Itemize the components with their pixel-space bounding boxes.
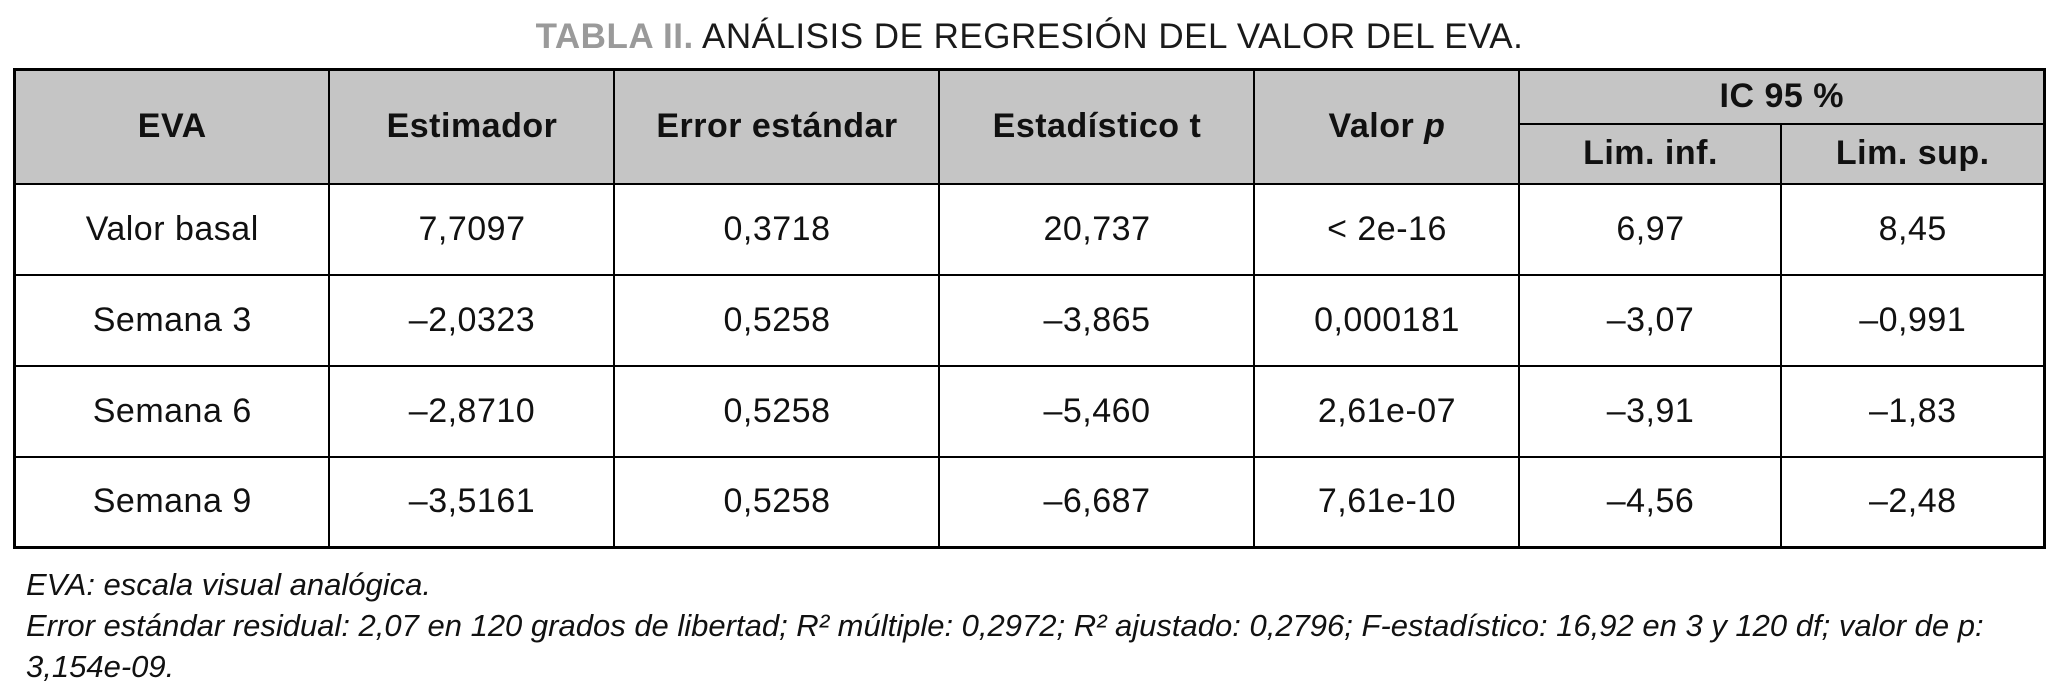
regression-table: EVA Estimador Error estándar Estadístico… xyxy=(12,68,2046,549)
estimador-cell: –2,8710 xyxy=(328,364,616,458)
col-header-eva: EVA xyxy=(13,68,331,185)
col-header-lim-inf: Lim. inf. xyxy=(1518,122,1783,185)
table-row: Semana 3 –2,0323 0,5258 –3,865 0,000181 … xyxy=(13,273,2046,367)
t-cell: –3,865 xyxy=(938,273,1256,367)
error-cell: 0,5258 xyxy=(613,364,941,458)
p-cell: < 2e-16 xyxy=(1253,182,1521,276)
valor-p-text: Valor xyxy=(1328,107,1415,146)
table-header: EVA Estimador Error estándar Estadístico… xyxy=(13,68,2046,185)
p-symbol: p xyxy=(1424,107,1446,146)
estimador-cell: 7,7097 xyxy=(328,182,616,276)
row-label-cell: Semana 3 xyxy=(13,273,331,367)
p-cell: 7,61e-10 xyxy=(1253,455,1521,549)
lim-inf-cell: –3,91 xyxy=(1518,364,1783,458)
table-row: Semana 6 –2,8710 0,5258 –5,460 2,61e-07 … xyxy=(13,364,2046,458)
table-body: Valor basal 7,7097 0,3718 20,737 < 2e-16… xyxy=(13,182,2046,549)
col-header-error-estandar: Error estándar xyxy=(613,68,941,185)
lim-sup-cell: –0,991 xyxy=(1780,273,2046,367)
error-cell: 0,5258 xyxy=(613,273,941,367)
table-title: TABLA II. ANÁLISIS DE REGRESIÓN DEL VALO… xyxy=(0,14,2059,60)
t-cell: –5,460 xyxy=(938,364,1256,458)
col-header-estimador: Estimador xyxy=(328,68,616,185)
t-cell: 20,737 xyxy=(938,182,1256,276)
table-row: Valor basal 7,7097 0,3718 20,737 < 2e-16… xyxy=(13,182,2046,276)
col-header-valor-p: Valor p xyxy=(1253,68,1521,185)
header-row-1: EVA Estimador Error estándar Estadístico… xyxy=(13,68,2046,185)
row-label-cell: Semana 6 xyxy=(13,364,331,458)
row-label-cell: Semana 9 xyxy=(13,455,331,549)
lim-inf-cell: –4,56 xyxy=(1518,455,1783,549)
footnotes: EVA: escala visual analógica. Error está… xyxy=(26,565,2036,688)
estimador-cell: –3,5161 xyxy=(328,455,616,549)
lim-sup-cell: –1,83 xyxy=(1780,364,2046,458)
col-header-ic95: IC 95 % xyxy=(1518,68,2046,125)
col-header-lim-sup: Lim. sup. xyxy=(1780,122,2046,185)
p-cell: 0,000181 xyxy=(1253,273,1521,367)
table-row: Semana 9 –3,5161 0,5258 –6,687 7,61e-10 … xyxy=(13,455,2046,549)
header-row-2: Lim. inf. Lim. sup. xyxy=(14,122,2046,185)
col-header-estadistico-t: Estadístico t xyxy=(938,68,1256,185)
table-caption: ANÁLISIS DE REGRESIÓN DEL VALOR DEL EVA. xyxy=(702,17,1524,56)
p-cell: 2,61e-07 xyxy=(1253,364,1521,458)
row-label-cell: Valor basal xyxy=(13,182,331,276)
t-cell: –6,687 xyxy=(938,455,1256,549)
error-cell: 0,3718 xyxy=(613,182,941,276)
estimador-cell: –2,0323 xyxy=(328,273,616,367)
lim-sup-cell: 8,45 xyxy=(1780,182,2046,276)
error-cell: 0,5258 xyxy=(613,455,941,549)
lim-inf-cell: –3,07 xyxy=(1518,273,1783,367)
footnote-statistics: Error estándar residual: 2,07 en 120 gra… xyxy=(26,607,1984,684)
lim-sup-cell: –2,48 xyxy=(1780,455,2046,549)
footnote-abbreviation: EVA: escala visual analógica. xyxy=(26,567,431,602)
lim-inf-cell: 6,97 xyxy=(1518,182,1783,276)
table-number: TABLA II. xyxy=(535,17,694,56)
